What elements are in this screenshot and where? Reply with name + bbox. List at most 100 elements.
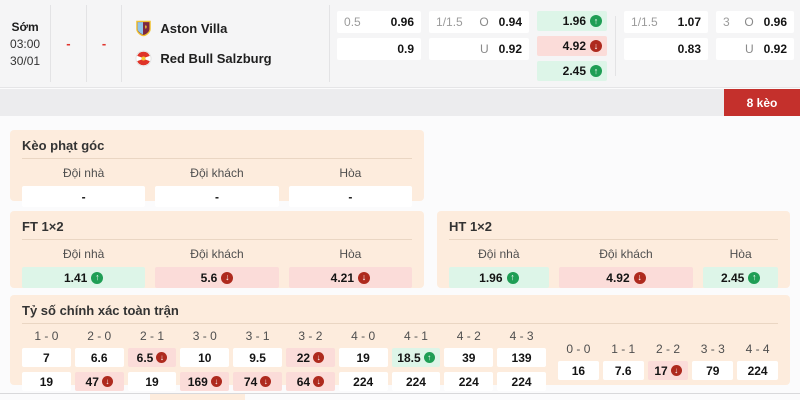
odds-value: 169: [187, 374, 208, 389]
odds-value: 139: [511, 350, 532, 365]
home-score: -: [66, 36, 71, 51]
score-odds-cell[interactable]: 79: [692, 361, 734, 380]
ft-1x2-away-odds[interactable]: 4.92 ↓: [537, 36, 608, 56]
score-odds-cell[interactable]: 22 ↓: [285, 348, 335, 367]
home-team-row[interactable]: Aston Villa: [135, 20, 329, 37]
odds-value: 224: [747, 363, 768, 378]
odds-value: 9.5: [249, 350, 266, 365]
total-line: 1/1.5: [436, 15, 463, 29]
score-odds-cell[interactable]: 39: [444, 348, 494, 367]
ft-1x2-section: FT 1×2 Đội nhà 1.41 ↑ Đội khách 5.6 ↓ Hòa …: [10, 211, 424, 288]
trend-up-icon: ↑: [91, 271, 104, 284]
home-header: Đội nhà: [62, 166, 105, 180]
draw-header: Hòa: [339, 247, 362, 261]
score-column: 4 - 2 39 224: [444, 329, 494, 391]
ft-under-odds[interactable]: U 0.92: [429, 38, 530, 60]
score-odds-cell[interactable]: 224: [497, 372, 546, 391]
trend-down-icon: ↓: [210, 376, 222, 387]
score-odds-cell[interactable]: 64 ↓: [285, 372, 335, 391]
trend-down-icon: ↓: [313, 376, 325, 387]
ft-draw-odds[interactable]: 4.21 ↓: [288, 267, 412, 288]
trend-down-icon: ↓: [670, 365, 682, 376]
score-odds-cell[interactable]: 6.5 ↓: [127, 348, 177, 367]
score-column: 2 - 1 6.5 ↓ 19: [127, 329, 177, 391]
ht-handicap-away-odds[interactable]: 0.83: [624, 38, 709, 60]
score-column: 4 - 4 224: [737, 342, 778, 391]
ft-1x2-draw-odds[interactable]: 2.45 ↑: [537, 61, 608, 81]
score-header: 3 - 2: [298, 329, 323, 343]
trend-down-icon: ↓: [260, 376, 272, 387]
score-odds-cell[interactable]: 18.5 ↑: [391, 348, 441, 367]
ht-away-odds[interactable]: 4.92 ↓: [558, 267, 694, 288]
odds-count-badge[interactable]: 8 kèo: [724, 89, 800, 116]
score-header: 4 - 2: [456, 329, 481, 343]
trend-down-icon: ↓: [633, 271, 646, 284]
under-label: U: [745, 42, 754, 56]
away-team-row[interactable]: Red Bull Salzburg: [135, 50, 329, 67]
ft-handicap-column: 0.5 0.96 0.9: [337, 11, 422, 81]
odds-value: 64: [296, 374, 311, 389]
score-odds-cell[interactable]: 6.6: [74, 348, 124, 367]
odds-value: 22: [296, 350, 311, 365]
score-odds-cell[interactable]: 47 ↓: [74, 372, 124, 391]
score-odds-cell[interactable]: 7.6: [602, 361, 644, 380]
total-line: 3: [723, 15, 730, 29]
ft-handicap-home-odds[interactable]: 0.5 0.96: [337, 11, 422, 33]
ht-under-odds[interactable]: U 0.92: [716, 38, 795, 60]
score-column: 4 - 1 18.5 ↑ 224: [391, 329, 441, 391]
exact-score-section: Tỷ số chính xác toàn trận 1 - 0 7 19 2 - 0 6…: [10, 295, 790, 391]
score-column: 2 - 0 6.6 47 ↓: [74, 329, 124, 391]
score-odds-cell[interactable]: 19: [338, 348, 388, 367]
score-column: 0 - 0 16: [558, 342, 599, 391]
ft-home-odds[interactable]: 1.41 ↑: [22, 267, 146, 288]
score-odds-cell[interactable]: 224: [391, 372, 441, 391]
ft-away-column: Đội khách 5.6 ↓: [155, 247, 279, 288]
aston-villa-logo-icon: [136, 20, 152, 37]
score-section-title: Tỷ số chính xác toàn trận: [22, 303, 778, 324]
odds-value: 4.92: [606, 270, 630, 285]
next-section-edge: [150, 394, 245, 400]
ft-handicap-away-odds[interactable]: 0.9: [337, 38, 422, 60]
score-odds-cell[interactable]: 139: [497, 348, 546, 367]
odds-value: 79: [706, 363, 720, 378]
trend-down-icon: ↓: [313, 352, 325, 363]
score-odds-cell[interactable]: 9.5: [233, 348, 282, 367]
odds-value: 224: [458, 374, 479, 389]
ht-1x2-section: HT 1×2 Đội nhà 1.96 ↑ Đội khách 4.92 ↓ Hòa…: [437, 211, 790, 288]
score-odds-cell[interactable]: 19: [127, 372, 177, 391]
score-odds-cell[interactable]: 74 ↓: [233, 372, 282, 391]
odds-value: 6.6: [90, 350, 108, 365]
score-odds-cell[interactable]: 17 ↓: [647, 361, 689, 380]
corner-draw-column: Hòa -: [288, 166, 412, 207]
ft-over-under-column: 1/1.5 O 0.94 U 0.92: [429, 11, 530, 81]
score-header: 1 - 0: [34, 329, 59, 343]
ft-over-odds[interactable]: 1/1.5 O 0.94: [429, 11, 530, 33]
score-odds-cell[interactable]: 19: [22, 372, 71, 391]
trend-down-icon: ↓: [358, 271, 370, 284]
match-time-column: Sớm 03:00 30/01: [0, 0, 50, 87]
score-odds-cell[interactable]: 224: [444, 372, 494, 391]
ft-away-odds[interactable]: 5.6 ↓: [155, 267, 279, 288]
ft-1x2-column: 1.96 ↑ 4.92 ↓ 2.45 ↑: [537, 11, 608, 81]
score-odds-cell[interactable]: 10: [180, 348, 230, 367]
score-odds-cell[interactable]: 224: [737, 361, 778, 380]
odds-value: 0.9: [397, 42, 415, 56]
over-label: O: [744, 15, 754, 29]
score-column: 3 - 2 22 ↓ 64 ↓: [285, 329, 335, 391]
ht-draw-odds[interactable]: 2.45 ↑: [703, 267, 778, 288]
odds-value: 39: [462, 350, 476, 365]
away-score: -: [101, 36, 107, 51]
score-odds-cell[interactable]: 16: [558, 361, 599, 380]
draw-header: Hòa: [729, 247, 752, 261]
ft-1x2-home-odds[interactable]: 1.96 ↑: [537, 11, 608, 31]
ht-over-odds[interactable]: 3 O 0.96: [716, 11, 795, 33]
ht-home-odds[interactable]: 1.96 ↑: [449, 267, 549, 288]
score-odds-cell[interactable]: 169 ↓: [180, 372, 230, 391]
ht-away-column: Đội khách 4.92 ↓: [558, 247, 694, 288]
score-odds-cell[interactable]: 224: [338, 372, 388, 391]
corner-away-odds: -: [155, 186, 279, 207]
score-odds-cell[interactable]: 7: [22, 348, 71, 367]
score-header: 4 - 1: [403, 329, 428, 343]
score-header: 3 - 3: [700, 342, 725, 356]
ht-handicap-home-odds[interactable]: 1/1.5 1.07: [624, 11, 709, 33]
